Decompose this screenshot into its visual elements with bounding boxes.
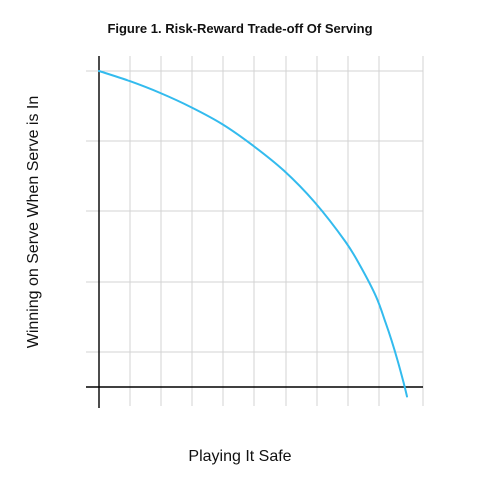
axes	[86, 56, 423, 408]
series-group	[98, 70, 408, 398]
horizontal-gridlines	[86, 70, 423, 353]
vertical-gridlines	[129, 56, 424, 406]
x-axis-label: Playing It Safe	[188, 448, 292, 465]
chart-title: Figure 1. Risk-Reward Trade-off Of Servi…	[107, 21, 373, 36]
series-line	[98, 70, 408, 398]
